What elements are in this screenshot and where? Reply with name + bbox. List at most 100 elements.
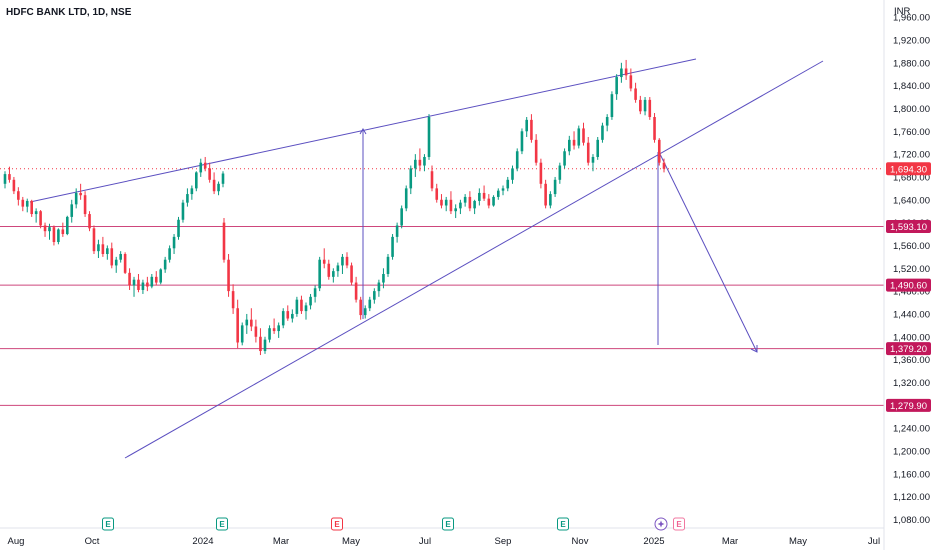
candle-body — [250, 319, 253, 327]
candle-body — [596, 139, 600, 157]
candle-body — [345, 256, 349, 266]
candle-body — [240, 325, 244, 343]
candle-body — [539, 162, 543, 184]
projection-arrow[interactable] — [658, 151, 758, 353]
earnings-icon[interactable] — [442, 517, 454, 531]
candle-body — [177, 219, 180, 237]
currency-label[interactable]: INR — [894, 6, 911, 17]
y-tick-label: 1,440.00 — [893, 309, 930, 320]
price-badge — [886, 278, 931, 292]
candle-body — [141, 282, 145, 290]
y-tick-label: 1,240.00 — [893, 424, 930, 435]
price-axis[interactable]: 1,080.00 1,120.00 1,160.00 1,200.00 1,240.00… — [893, 13, 930, 526]
candle-body — [350, 265, 353, 283]
candle-body — [444, 199, 448, 206]
candle-body — [25, 200, 29, 207]
candle-body — [382, 273, 385, 283]
price-badge-label: 1,379.20 — [890, 344, 927, 355]
candle-body — [322, 259, 326, 264]
candle-body — [468, 196, 472, 209]
candle-body — [199, 162, 203, 173]
x-tick-label: 2024 — [192, 536, 213, 547]
x-tick-label: May — [789, 536, 807, 547]
candle-body — [404, 188, 408, 209]
earnings-icon[interactable] — [216, 517, 228, 531]
candle-body — [577, 128, 581, 146]
candle-body — [643, 99, 647, 112]
candlestick-series — [3, 59, 666, 356]
y-tick-label: 1,480.00 — [893, 287, 930, 298]
candle-body — [88, 214, 91, 229]
earnings-letter: E — [219, 520, 225, 529]
candle-body — [221, 173, 225, 184]
earnings-icon[interactable] — [102, 517, 114, 531]
candle-body — [473, 200, 476, 209]
candle-body — [101, 244, 105, 255]
candle-body — [208, 168, 211, 180]
candle-body — [449, 199, 453, 212]
candle-body — [327, 263, 331, 277]
candle-body — [639, 99, 642, 112]
candle-body — [506, 179, 510, 189]
candle-body — [549, 194, 552, 206]
candle-body — [409, 168, 413, 189]
lower-trendline[interactable] — [124, 60, 824, 459]
candle-body — [168, 248, 171, 260]
candle-body — [313, 288, 317, 297]
time-axis[interactable]: Aug Oct 2024 Mar May Jul Sep Nov 2025 Mar May Jul — [8, 536, 881, 547]
candle-body — [222, 222, 226, 260]
candle-body — [272, 328, 276, 332]
candle-body — [212, 179, 216, 192]
candle-body — [530, 119, 533, 140]
candle-body — [591, 156, 595, 163]
candle-body — [318, 259, 321, 289]
candle-body — [662, 162, 666, 169]
candle-body — [373, 291, 376, 300]
chart-title: HDFC BANK LTD, 1D, NSE — [6, 7, 132, 18]
x-tick-label: May — [342, 536, 360, 547]
candle-body — [3, 174, 7, 184]
candle-body — [186, 194, 189, 203]
y-tick-label: 1,760.00 — [893, 127, 930, 138]
x-tick-label: Nov — [572, 536, 589, 547]
candle-body — [629, 75, 633, 89]
candle-body — [558, 165, 562, 180]
candle-body — [511, 168, 514, 180]
candle-body — [332, 271, 335, 277]
price-badge-label: 1,490.60 — [890, 281, 927, 292]
candle-body — [563, 151, 566, 166]
earnings-icon[interactable] — [673, 517, 685, 531]
earnings-icon[interactable] — [331, 517, 343, 531]
candle-body — [336, 265, 340, 272]
candle-body — [354, 282, 358, 300]
candle-body — [304, 305, 308, 312]
arrow-head — [359, 128, 367, 135]
x-tick-label: Jul — [419, 536, 431, 547]
candle-body — [43, 225, 47, 232]
candle-body — [615, 77, 618, 95]
price-badge — [886, 162, 931, 176]
candle-body — [423, 156, 426, 166]
candle-body — [203, 162, 207, 169]
y-tick-label: 1,560.00 — [893, 241, 930, 252]
candle-body — [277, 325, 280, 332]
earnings-icon[interactable] — [557, 517, 569, 531]
candle-body — [478, 192, 481, 201]
candle-body — [309, 296, 312, 306]
candle-body — [163, 259, 167, 270]
candle-body — [482, 192, 486, 199]
candle-body — [400, 208, 403, 226]
candle-body — [341, 256, 344, 266]
candle-body — [236, 308, 239, 343]
y-tick-label: 1,880.00 — [893, 58, 930, 69]
candle-body — [440, 199, 443, 206]
price-badge-label: 1,694.30 — [890, 164, 927, 175]
x-tick-label: Jul — [868, 536, 880, 547]
candle-body — [648, 99, 652, 118]
candle-body — [114, 259, 118, 266]
candle-body — [34, 211, 38, 215]
candle-body — [70, 204, 74, 217]
candle-body — [119, 254, 122, 260]
